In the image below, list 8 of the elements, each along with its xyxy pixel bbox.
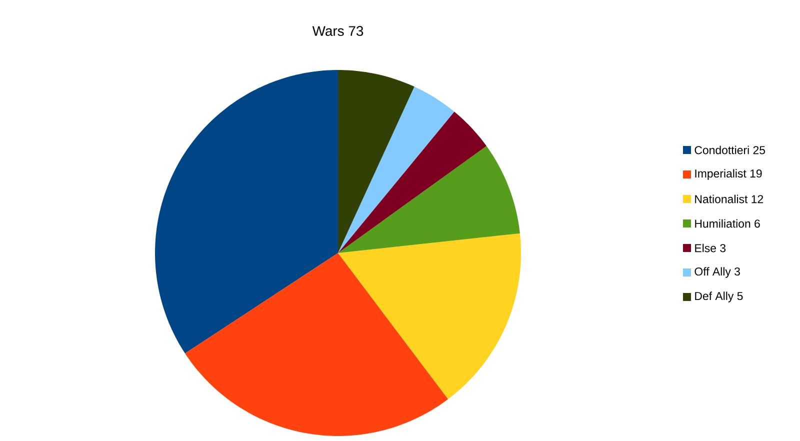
legend-label: Imperialist 19 [695,169,762,180]
legend-label: Condottieri 25 [694,146,766,154]
legend-label: Else 3 [695,244,726,252]
chart-title: Wars 73 [312,26,364,36]
legend-label: Humiliation 6 [695,219,760,228]
legend-label: Off Ally 3 [694,267,740,278]
legend-label: Def Ally 5 [695,292,743,302]
legend-label: Nationalist 12 [695,194,764,204]
